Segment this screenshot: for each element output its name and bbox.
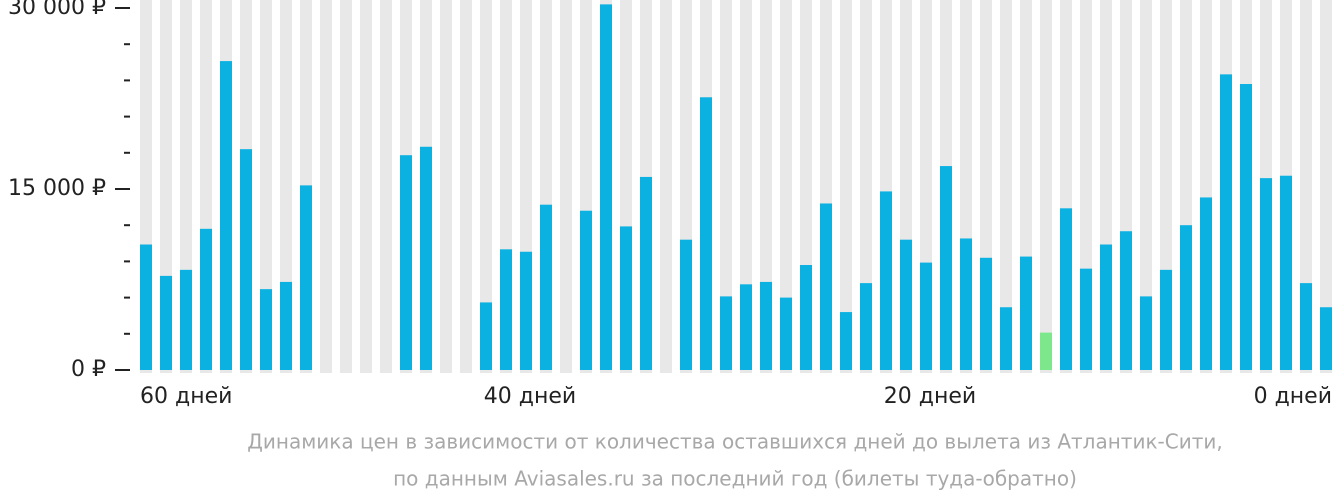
caption: Динамика цен в зависимости от количества… [247, 430, 1222, 454]
bar [1320, 307, 1332, 370]
column-bg [260, 0, 272, 373]
bar [1280, 175, 1292, 370]
bar [1260, 178, 1272, 370]
column-bg [440, 0, 452, 373]
column-bg [480, 0, 492, 373]
y-tick-label: 0 ₽ [71, 357, 106, 382]
column-bg [780, 0, 792, 373]
bar [240, 149, 252, 370]
bar [820, 203, 832, 370]
bar [1120, 231, 1132, 370]
bar [1240, 84, 1252, 371]
bar [580, 210, 592, 370]
bar [180, 269, 192, 370]
column-bg [1300, 0, 1312, 373]
bar [1000, 307, 1012, 370]
column-bg [740, 0, 752, 373]
bar [480, 302, 492, 370]
bar [840, 312, 852, 370]
bar [1300, 283, 1312, 370]
column-bg [660, 0, 672, 373]
bar [300, 185, 312, 370]
column-bg [840, 0, 852, 373]
bar [1180, 225, 1192, 370]
column-bg [380, 0, 392, 373]
column-bg [360, 0, 372, 373]
bar [540, 204, 552, 370]
x-tick-label: 0 дней [1254, 384, 1332, 409]
bar [880, 191, 892, 370]
bar [400, 155, 412, 370]
bar [140, 244, 152, 370]
bar [1140, 296, 1152, 370]
column-bg [1000, 0, 1012, 373]
caption: по данным Aviasales.ru за последний год … [393, 467, 1077, 491]
column-bg [280, 0, 292, 373]
y-tick-label: 15 000 ₽ [8, 176, 106, 201]
bar [640, 176, 652, 370]
bar [740, 284, 752, 370]
bar [720, 296, 732, 370]
bar [420, 146, 432, 370]
column-bg [560, 0, 572, 373]
bar [900, 239, 912, 370]
bar [920, 262, 932, 370]
bar [1160, 269, 1172, 370]
bar [280, 281, 292, 370]
column-bg [860, 0, 872, 373]
bar [600, 4, 612, 370]
bar [1220, 74, 1232, 370]
bar [220, 61, 232, 371]
bar [1060, 208, 1072, 370]
bar [700, 97, 712, 370]
column-bg [760, 0, 772, 373]
bar [980, 257, 992, 370]
bar [1020, 256, 1032, 370]
column-bg [1040, 0, 1052, 373]
column-bg [720, 0, 732, 373]
bar [760, 281, 772, 370]
x-tick-label: 40 дней [484, 384, 576, 409]
column-bg [1140, 0, 1152, 373]
column-bg [1320, 0, 1332, 373]
bar [620, 226, 632, 370]
bar [1040, 332, 1052, 370]
x-tick-label: 60 дней [140, 384, 232, 409]
bar [940, 166, 952, 370]
bar [780, 297, 792, 370]
bar [800, 265, 812, 370]
bar [520, 251, 532, 370]
column-bg [320, 0, 332, 373]
column-bg [340, 0, 352, 373]
bar [260, 289, 272, 370]
bar [160, 275, 172, 370]
bar [680, 239, 692, 370]
bar [960, 238, 972, 370]
bar [200, 228, 212, 370]
column-bg [460, 0, 472, 373]
bar [860, 283, 872, 370]
bar [500, 249, 512, 370]
x-tick-label: 20 дней [884, 384, 976, 409]
bar [1200, 197, 1212, 370]
bar [1080, 268, 1092, 370]
y-tick-label: 30 000 ₽ [8, 0, 106, 20]
bar [1100, 244, 1112, 370]
